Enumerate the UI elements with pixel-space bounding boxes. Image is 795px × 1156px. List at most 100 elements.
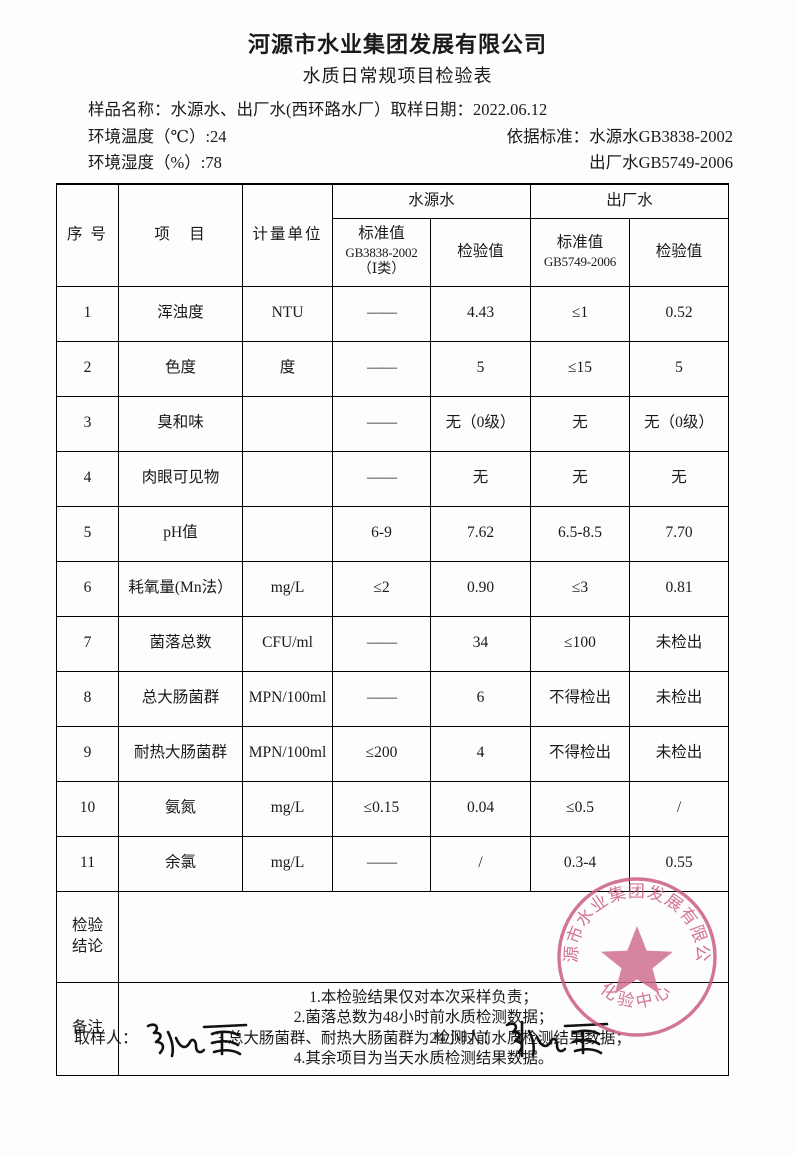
sample-date-label: 取样日期： <box>390 99 474 119</box>
cell-source-value: 0.90 <box>429 560 532 617</box>
cell-item: 余氯 <box>118 835 243 892</box>
cell-item: 臭和味 <box>118 395 243 452</box>
tester-signature-mark <box>502 1012 614 1064</box>
conclusion-label: 检验 结论 <box>56 890 119 983</box>
remark-line: 4.其余项目为当天水质检测结果数据。 <box>293 1049 554 1067</box>
source-standard-label: 标准值 <box>358 225 405 243</box>
cell-source-value: 4.43 <box>429 285 532 342</box>
cell-unit: 度 <box>242 340 333 397</box>
col-header-no: 序 号 <box>56 183 119 287</box>
cell-plant-standard: ≤15 <box>530 340 631 397</box>
cell-no: 7 <box>56 615 119 672</box>
cell-no: 6 <box>56 560 119 617</box>
cell-source-value: 无（0级） <box>429 395 532 452</box>
cell-plant-value: / <box>629 780 730 837</box>
cell-plant-value: 5 <box>629 340 730 397</box>
cell-no: 3 <box>56 395 119 452</box>
env-temp-label: 环境温度（℃）: <box>88 126 211 146</box>
table-header-group-row: 序 号 项 目 计量单位 水源水 出厂水 <box>56 183 730 287</box>
table-row: 1 浑浊度 NTU —— 4.43 ≤1 0.52 <box>56 285 730 342</box>
cell-item: 氨氮 <box>118 780 243 837</box>
cell-no: 10 <box>56 780 119 837</box>
cell-plant-standard: 不得检出 <box>530 725 631 782</box>
cell-source-value: 0.04 <box>429 780 532 837</box>
remark-line: 1.本检验结果仅对本次采样负责； <box>309 989 538 1007</box>
cell-unit: MPN/100ml <box>242 725 333 782</box>
sample-date-value: 2022.06.12 <box>473 99 548 119</box>
conclusion-value <box>117 890 730 983</box>
source-standard-class: （Ⅰ类） <box>357 262 406 278</box>
group-header-plant-water: 出厂水 <box>530 183 730 219</box>
standard-label: 依据标准： <box>506 126 590 146</box>
col-header-source-standard: 标准值 GB3838-2002 （Ⅰ类） <box>332 217 431 287</box>
meta-spacer <box>227 124 507 151</box>
col-header-unit: 计量单位 <box>242 183 333 287</box>
conclusion-row: 检验 结论 <box>56 890 730 983</box>
cell-unit: mg/L <box>242 780 333 837</box>
table-row: 3 臭和味 —— 无（0级） 无 无（0级） <box>56 395 730 452</box>
table-row: 6 耗氧量(Mn法） mg/L ≤2 0.90 ≤3 0.81 <box>56 560 730 617</box>
cell-item: 耐热大肠菌群 <box>118 725 243 782</box>
document-meta: 样品名称： 水源水、出厂水(西环路水厂） 取样日期： 2022.06.12 环境… <box>0 97 795 177</box>
standard-source-water: 水源水GB3838-2002 <box>589 126 733 146</box>
table-row: 9 耐热大肠菌群 MPN/100ml ≤200 4 不得检出 未检出 <box>56 725 730 782</box>
meta-line-sample: 样品名称： 水源水、出厂水(西环路水厂） 取样日期： 2022.06.12 <box>88 97 733 124</box>
sampler-signature-mark <box>142 1012 254 1064</box>
cell-source-standard: ≤0.15 <box>332 780 431 837</box>
table-row: 11 余氯 mg/L —— / 0.3-4 0.55 <box>56 835 730 892</box>
table-header-sub-row: 标准值 GB3838-2002 （Ⅰ类） 检验值 标准值 GB5749-2006… <box>57 217 730 287</box>
cell-item: 肉眼可见物 <box>118 450 243 507</box>
cell-source-standard: 6-9 <box>332 505 431 562</box>
tester-label: 检测人： <box>434 1030 499 1047</box>
cell-source-standard: ≤2 <box>332 560 431 617</box>
cell-no: 5 <box>56 505 119 562</box>
cell-no: 8 <box>56 670 119 727</box>
cell-unit: MPN/100ml <box>242 670 333 727</box>
cell-source-standard: ≤200 <box>332 725 431 782</box>
cell-item: 浑浊度 <box>118 285 243 342</box>
remark-label: 备注 <box>56 981 119 1076</box>
meta-line-temperature: 环境温度（℃）: 24 依据标准： 水源水GB3838-2002 <box>88 124 733 151</box>
standard-plant-water: 出厂水GB5749-2006 <box>589 153 733 173</box>
cell-source-standard: —— <box>332 395 431 452</box>
sampler-label: 取样人： <box>74 1030 139 1047</box>
signature-area: 取样人： 检测人： <box>56 1016 728 1086</box>
cell-source-standard: —— <box>332 285 431 342</box>
table-row: 4 肉眼可见物 —— 无 无 无 <box>56 450 730 507</box>
cell-plant-value: 未检出 <box>629 725 730 782</box>
plant-standard-label: 标准值 <box>556 234 604 252</box>
cell-unit: mg/L <box>242 560 333 617</box>
env-temp-value: 24 <box>210 126 227 146</box>
cell-unit <box>242 395 333 452</box>
cell-item: 色度 <box>118 340 243 397</box>
water-quality-table: 序 号 项 目 计量单位 水源水 出厂水 标准值 GB3838-2002 （Ⅰ类… <box>56 183 730 1076</box>
col-header-item: 项 目 <box>118 183 243 287</box>
remark-line: 3.总大肠菌群、耐热大肠菌群为24小时前水质检测结果数据； <box>216 1029 631 1047</box>
source-standard-code: GB3838-2002 <box>345 244 418 260</box>
cell-unit: NTU <box>242 285 333 342</box>
table-row: 8 总大肠菌群 MPN/100ml —— 6 不得检出 未检出 <box>56 670 730 727</box>
table-row: 10 氨氮 mg/L ≤0.15 0.04 ≤0.5 / <box>56 780 730 837</box>
sample-name-label: 样品名称： <box>88 99 171 119</box>
col-header-plant-standard: 标准值 GB5749-2006 <box>530 217 631 287</box>
cell-no: 9 <box>56 725 119 782</box>
group-header-source-water: 水源水 <box>331 183 532 219</box>
cell-plant-value: 0.81 <box>629 560 730 617</box>
env-humidity-value: :78 <box>200 153 222 173</box>
cell-plant-standard: 无 <box>530 450 631 507</box>
col-header-source-value: 检验值 <box>429 217 532 287</box>
cell-source-standard: —— <box>332 450 431 507</box>
company-title: 河源市水业集团发展有限公司 <box>247 32 547 57</box>
cell-item: 总大肠菌群 <box>118 670 243 727</box>
cell-item: pH值 <box>118 505 243 562</box>
cell-plant-standard: 0.3-4 <box>530 835 631 892</box>
cell-plant-value: 未检出 <box>629 670 730 727</box>
table-body: 1 浑浊度 NTU —— 4.43 ≤1 0.52 2 色度 度 —— 5 ≤1… <box>56 285 730 1076</box>
cell-plant-value: 0.55 <box>629 835 730 892</box>
plant-standard-code: GB5749-2006 <box>543 253 617 269</box>
cell-unit: CFU/ml <box>242 615 333 672</box>
cell-plant-standard: ≤1 <box>530 285 631 342</box>
cell-plant-standard: 不得检出 <box>530 670 631 727</box>
cell-unit <box>242 450 333 507</box>
cell-item: 菌落总数 <box>118 615 243 672</box>
